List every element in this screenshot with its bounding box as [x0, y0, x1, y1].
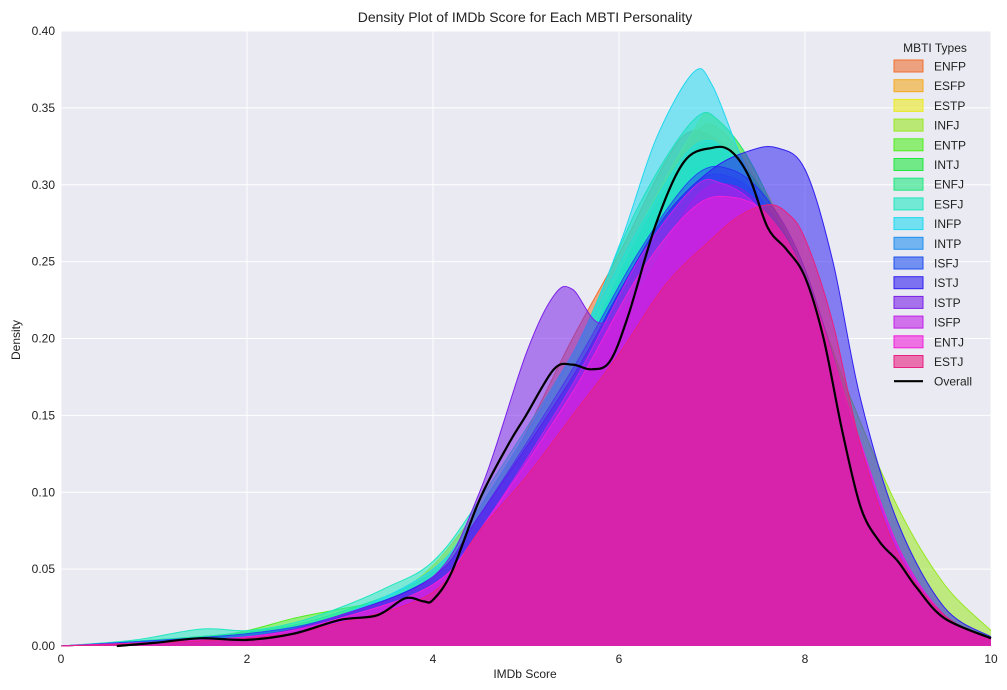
- legend-label-infp: INFP: [934, 217, 961, 231]
- chart-title: Density Plot of IMDb Score for Each MBTI…: [358, 9, 693, 25]
- x-tick-label: 4: [430, 652, 437, 666]
- legend-swatch-intp: [893, 236, 924, 250]
- legend-swatch-entj: [893, 335, 924, 349]
- legend-label-estj: ESTJ: [934, 355, 963, 369]
- legend-swatch-istp: [893, 295, 924, 309]
- density-line-overall: [116, 145, 992, 648]
- y-tick-label: 0.15: [32, 408, 56, 422]
- legend-label-isfj: ISFJ: [934, 257, 959, 271]
- legend-swatch-isfp: [893, 315, 924, 329]
- legend-label-esfj: ESFJ: [934, 197, 963, 211]
- y-tick-label: 0.20: [32, 332, 56, 346]
- legend-label-isfp: ISFP: [934, 316, 961, 330]
- x-tick-label: 0: [58, 652, 65, 666]
- legend-label-overall: Overall: [934, 375, 972, 389]
- y-tick-label: 0.40: [32, 24, 56, 38]
- legend-swatch-infp: [893, 217, 924, 231]
- legend: MBTI Types ENFP ESFP ESTP INFJ ENTP INTJ ENFJ E…: [893, 41, 972, 389]
- legend-label-infj: INFJ: [934, 119, 959, 133]
- x-tick-label: 10: [984, 652, 998, 666]
- legend-label-esfp: ESFP: [934, 79, 965, 93]
- legend-label-entj: ENTJ: [934, 335, 964, 349]
- legend-label-enfp: ENFP: [934, 60, 966, 74]
- legend-label-enfj: ENFJ: [934, 178, 964, 192]
- legend-swatch-istj: [893, 276, 924, 290]
- legend-label-istj: ISTJ: [934, 276, 959, 290]
- legend-swatch-intj: [893, 158, 924, 171]
- x-tick-label: 2: [244, 652, 251, 666]
- legend-label-istp: ISTP: [934, 296, 961, 310]
- legend-title: MBTI Types: [903, 41, 967, 55]
- y-tick-label: 0.25: [32, 255, 56, 269]
- legend-swatch-entp: [893, 138, 924, 152]
- axis-ticks: 0 2 4 6 8 10 0.00 0.05 0.10 0.15 0.20 0.25 0.30 0.35 0…: [32, 24, 998, 666]
- legend-label-intj: INTJ: [934, 158, 959, 172]
- legend-label-entp: ENTP: [934, 138, 966, 152]
- y-tick-label: 0.05: [32, 562, 56, 576]
- density-area-estj: [61, 204, 991, 646]
- density-outline-entj: [60, 195, 992, 647]
- legend-swatch-infj: [893, 118, 924, 132]
- x-tick-label: 8: [802, 652, 809, 666]
- legend-swatch-enfp: [893, 59, 924, 73]
- legend-label-intp: INTP: [934, 237, 961, 251]
- density-outline-estj: [60, 204, 992, 647]
- legend-swatch-esfj: [893, 197, 924, 211]
- legend-swatch-estp: [893, 98, 924, 112]
- y-tick-label: 0.00: [32, 639, 56, 653]
- legend-swatch-estj: [893, 355, 924, 368]
- y-tick-label: 0.10: [32, 485, 56, 499]
- legend-label-estp: ESTP: [934, 99, 965, 113]
- density-outline-istj: [60, 146, 992, 647]
- legend-swatch-esfp: [893, 79, 924, 93]
- legend-swatch-enfj: [893, 177, 924, 191]
- legend-swatch-isfj: [893, 256, 924, 270]
- x-axis-title: IMDb Score: [493, 667, 557, 681]
- density-series: [60, 68, 992, 648]
- y-tick-label: 0.30: [32, 178, 56, 192]
- x-tick-label: 6: [616, 652, 623, 666]
- y-axis-title: Density: [9, 320, 23, 360]
- y-tick-label: 0.35: [32, 101, 56, 115]
